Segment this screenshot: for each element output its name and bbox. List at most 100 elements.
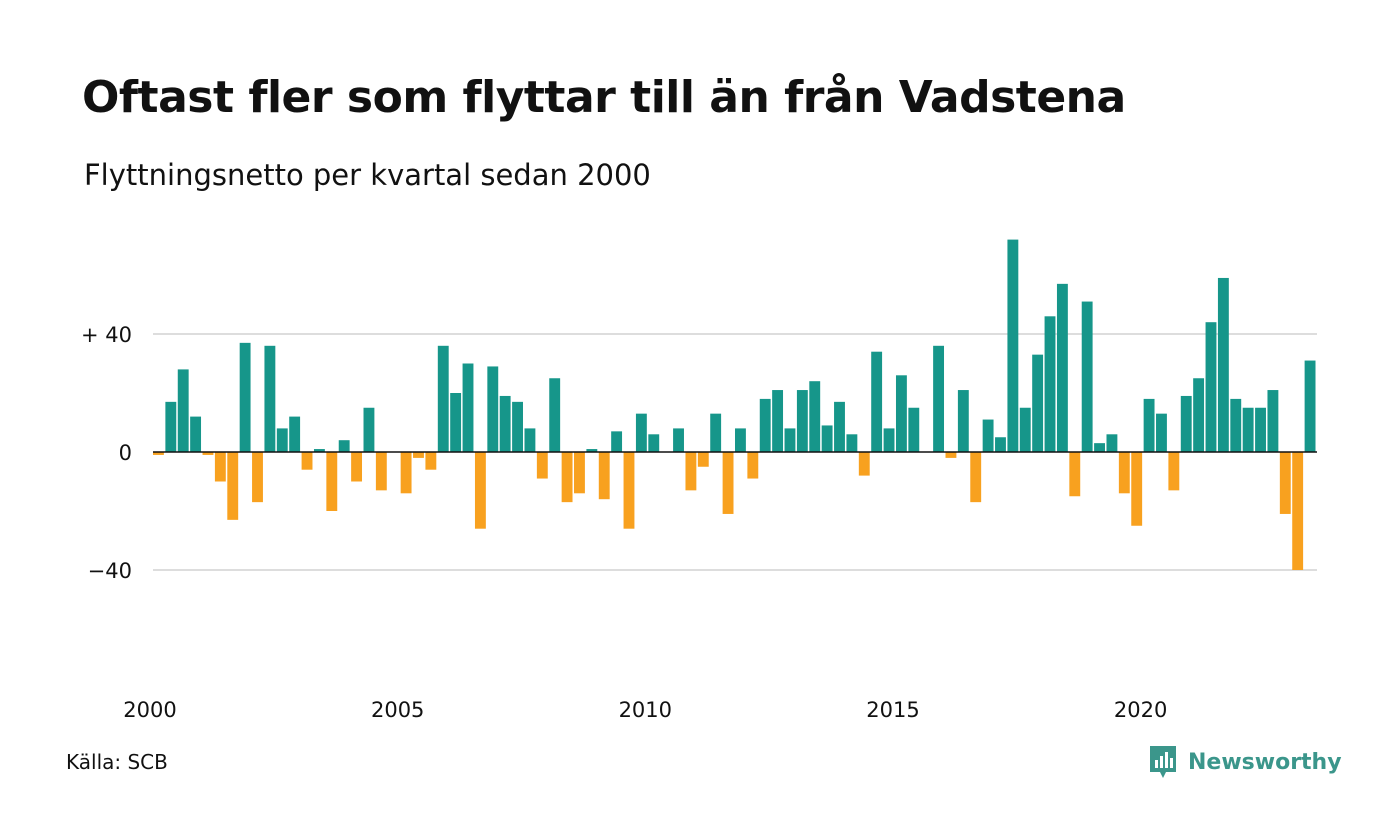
bar [437, 345, 449, 452]
x-tick-label: 2015 [866, 698, 919, 722]
bar [995, 437, 1006, 452]
bar [177, 369, 189, 452]
bar [982, 419, 994, 452]
bar [1304, 360, 1316, 452]
bar [1118, 452, 1130, 494]
bar [153, 452, 164, 455]
bar [635, 413, 647, 452]
bar [549, 378, 561, 452]
bar [1292, 452, 1304, 570]
x-tick-label: 2020 [1114, 698, 1167, 722]
bar [1180, 395, 1192, 452]
bar [735, 428, 746, 452]
bar [586, 449, 598, 452]
bar [697, 452, 709, 467]
bar [351, 452, 363, 482]
bar [784, 428, 796, 452]
bar [933, 345, 945, 452]
y-tick-label: 0 [119, 441, 132, 465]
bar [772, 390, 784, 452]
bar [1193, 378, 1205, 452]
newsworthy-logo-icon [1150, 746, 1176, 778]
bar [239, 342, 251, 452]
bar-chart: + 40 0 −40 2000 2005 2010 2015 2020 [81, 239, 1317, 722]
bar [524, 428, 536, 452]
bar [1019, 407, 1031, 452]
bar [1143, 398, 1155, 452]
bar [1217, 277, 1229, 452]
bar [561, 452, 573, 503]
bar [1205, 322, 1217, 452]
bar [487, 366, 499, 452]
x-tick-label: 2010 [619, 698, 672, 722]
grid-layer [153, 333, 1317, 571]
bar [190, 416, 202, 452]
bar [326, 452, 338, 511]
bar [474, 452, 486, 529]
brand-name: Newsworthy [1188, 749, 1342, 775]
bar [1069, 452, 1081, 497]
bar [301, 452, 313, 470]
bar [945, 452, 957, 458]
bar [1255, 407, 1266, 452]
bar [648, 434, 660, 452]
bar [1131, 452, 1143, 526]
newsworthy-brand[interactable]: Newsworthy [1148, 744, 1342, 780]
bar [895, 375, 907, 452]
bar [871, 351, 883, 452]
bar [462, 363, 474, 452]
bar [1094, 443, 1105, 452]
bar [264, 345, 276, 452]
chart-title: Oftast fler som flyttar till än från Vad… [82, 72, 1126, 123]
bar [685, 452, 697, 491]
bar [499, 395, 511, 452]
bar [574, 452, 585, 494]
bar [1044, 316, 1056, 452]
bar [957, 390, 969, 452]
y-tick-label: −40 [88, 559, 132, 583]
bar [834, 401, 845, 452]
source-note: Källa: SCB [66, 750, 168, 774]
bar [400, 452, 412, 494]
bars-layer [153, 239, 1316, 570]
bar [1168, 452, 1180, 491]
bar [908, 407, 920, 452]
bar [313, 449, 325, 452]
bar [425, 452, 437, 470]
bar [375, 452, 387, 491]
bar [846, 434, 858, 452]
bar [227, 452, 239, 520]
bar [710, 413, 722, 452]
bar [796, 390, 808, 452]
bar [1081, 301, 1093, 452]
x-tick-label: 2005 [371, 698, 424, 722]
bar [673, 428, 684, 452]
bar [512, 401, 523, 452]
bar [536, 452, 548, 479]
x-tick-label: 2000 [123, 698, 176, 722]
axis-labels-layer: + 40 0 −40 2000 2005 2010 2015 2020 [81, 323, 1167, 722]
bar [970, 452, 982, 503]
bar [1267, 390, 1279, 452]
bar [722, 452, 734, 514]
bar [1007, 239, 1019, 452]
chart-subtitle: Flyttningsnetto per kvartal sedan 2000 [84, 158, 651, 192]
bar [1106, 434, 1118, 452]
bar [214, 452, 226, 482]
bar [809, 381, 821, 452]
bar [1056, 283, 1068, 452]
bar [202, 452, 214, 455]
bar [598, 452, 610, 500]
bar [858, 452, 870, 476]
bar [759, 398, 771, 452]
bar [1032, 354, 1044, 452]
bar [821, 425, 833, 452]
bar [338, 440, 350, 452]
bar [363, 407, 375, 452]
bar [289, 416, 301, 452]
bar [611, 431, 623, 452]
bar [1230, 398, 1242, 452]
bar [413, 452, 424, 458]
bar [1156, 413, 1167, 452]
bar [883, 428, 895, 452]
